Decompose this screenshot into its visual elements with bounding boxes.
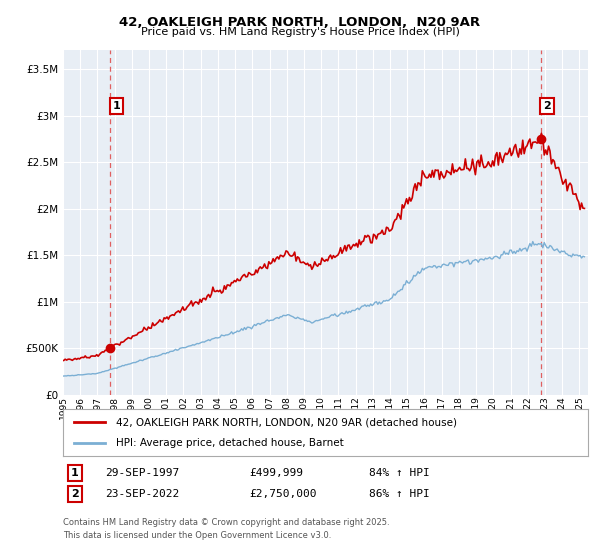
Text: 23-SEP-2022: 23-SEP-2022 [105, 489, 179, 499]
Text: 42, OAKLEIGH PARK NORTH,  LONDON,  N20 9AR: 42, OAKLEIGH PARK NORTH, LONDON, N20 9AR [119, 16, 481, 29]
Text: 84% ↑ HPI: 84% ↑ HPI [369, 468, 430, 478]
Text: 1: 1 [71, 468, 79, 478]
Text: £499,999: £499,999 [249, 468, 303, 478]
Text: 1: 1 [113, 101, 121, 111]
Text: £2,750,000: £2,750,000 [249, 489, 317, 499]
Text: 2: 2 [543, 101, 551, 111]
Text: 86% ↑ HPI: 86% ↑ HPI [369, 489, 430, 499]
Text: Contains HM Land Registry data © Crown copyright and database right 2025.
This d: Contains HM Land Registry data © Crown c… [63, 518, 389, 540]
Text: 29-SEP-1997: 29-SEP-1997 [105, 468, 179, 478]
Text: 42, OAKLEIGH PARK NORTH, LONDON, N20 9AR (detached house): 42, OAKLEIGH PARK NORTH, LONDON, N20 9AR… [115, 417, 457, 427]
Text: Price paid vs. HM Land Registry's House Price Index (HPI): Price paid vs. HM Land Registry's House … [140, 27, 460, 37]
Text: 2: 2 [71, 489, 79, 499]
Text: HPI: Average price, detached house, Barnet: HPI: Average price, detached house, Barn… [115, 438, 343, 448]
